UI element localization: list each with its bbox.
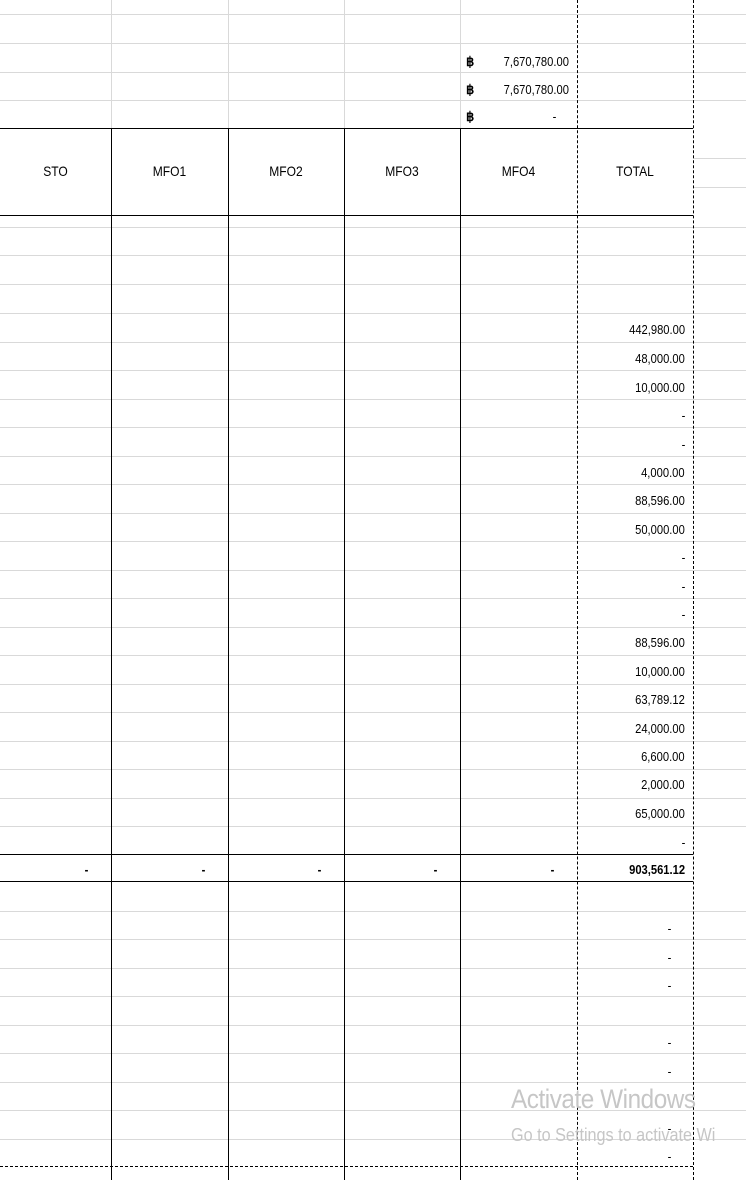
page-break-line [0,1166,693,1167]
total-cell[interactable]: 10,000.00 [635,664,685,679]
page-break-line [693,0,694,1180]
top-amount-cell[interactable]: 7,670,780.00 [503,82,569,97]
sum-mfo1-cell[interactable]: - [201,862,205,877]
total-cell[interactable]: 48,000.00 [635,351,685,366]
header-mfo3[interactable]: MFO3 [385,163,419,179]
gridline [0,826,746,827]
total-cell[interactable]: - [681,408,685,423]
total-cell[interactable]: 24,000.00 [635,721,685,736]
total-cell[interactable]: 65,000.00 [635,806,685,821]
gridline [0,1025,746,1026]
lower-cell[interactable]: - [667,1149,671,1164]
sum-row-bottom-border [0,881,693,882]
total-cell[interactable]: 6,600.00 [641,749,685,764]
total-cell[interactable]: - [681,550,685,565]
lower-cell[interactable]: - [667,1035,671,1050]
activate-windows-title: Activate Windows [511,1084,696,1114]
gridline [0,541,746,542]
total-cell[interactable]: - [681,579,685,594]
table-header-top-border [0,128,693,129]
header-total[interactable]: TOTAL [616,163,654,179]
top-amount-cell[interactable]: 7,670,780.00 [503,54,569,69]
gridline [0,1082,746,1083]
total-cell[interactable]: 10,000.00 [635,380,685,395]
header-mfo1[interactable]: MFO1 [152,163,187,179]
gridline [0,769,746,770]
total-cell[interactable]: - [681,437,685,452]
gridline [0,456,746,457]
gridline [0,968,746,969]
sum-row-top-border [0,854,693,855]
gridline [0,712,746,713]
lower-cell[interactable]: - [667,950,671,965]
total-cell[interactable]: 4,000.00 [641,465,685,480]
gridline [0,798,746,799]
header-mfo4[interactable]: MFO4 [501,163,536,179]
sum-mfo3-cell[interactable]: - [433,862,437,877]
gridline [0,313,746,314]
header-mfo2[interactable]: MFO2 [269,163,303,179]
baht-symbol: ฿ [466,82,475,97]
gridline [0,570,746,571]
total-cell[interactable]: 88,596.00 [635,635,685,650]
column-border [111,128,112,1180]
lower-cell[interactable]: - [667,1121,671,1136]
column-border [228,128,229,1180]
gridline [0,627,746,628]
header-sto[interactable]: STO [43,163,68,179]
gridline [0,255,746,256]
gridline [0,484,746,485]
total-cell[interactable]: 63,789.12 [635,692,685,707]
top-amount-cell[interactable]: - [552,109,556,124]
total-cell[interactable]: 2,000.00 [641,777,685,792]
gridline [693,187,746,188]
gridline [0,741,746,742]
gridline [0,684,746,685]
total-cell[interactable]: - [681,607,685,622]
sum-mfo2-cell[interactable]: - [317,862,321,877]
sum-total-cell[interactable]: 903,561.12 [629,862,685,877]
gridline [0,14,746,15]
gridline [0,284,746,285]
baht-symbol: ฿ [466,109,475,124]
gridline [0,72,746,73]
column-border [344,128,345,1180]
gridline [0,399,746,400]
gridline [0,598,746,599]
lower-cell[interactable]: - [667,921,671,936]
gridline [0,911,746,912]
gridline [0,655,746,656]
gridline [693,158,746,159]
activate-windows-subtitle: Go to Settings to activate Wi [511,1125,716,1145]
total-cell[interactable]: 50,000.00 [635,522,685,537]
page-break-line [577,0,578,1180]
gridline [0,1053,746,1054]
gridline [0,427,746,428]
sum-sto-cell[interactable]: - [84,862,88,877]
gridline [0,227,746,228]
gridline [0,513,746,514]
total-cell[interactable]: 88,596.00 [635,493,685,508]
gridline [0,939,746,940]
gridline [0,43,746,44]
gridline [0,100,746,101]
column-border [460,128,461,1180]
lower-cell[interactable]: - [667,1064,671,1079]
baht-symbol: ฿ [466,54,475,69]
table-header-bottom-border [0,215,693,216]
total-cell[interactable]: 442,980.00 [629,322,685,337]
gridline [0,1139,746,1140]
total-cell[interactable]: - [681,835,685,850]
gridline [0,996,746,997]
gridline [0,1110,746,1111]
gridline [0,370,746,371]
sum-mfo4-cell[interactable]: - [550,862,554,877]
lower-cell[interactable]: - [667,978,671,993]
gridline [0,342,746,343]
